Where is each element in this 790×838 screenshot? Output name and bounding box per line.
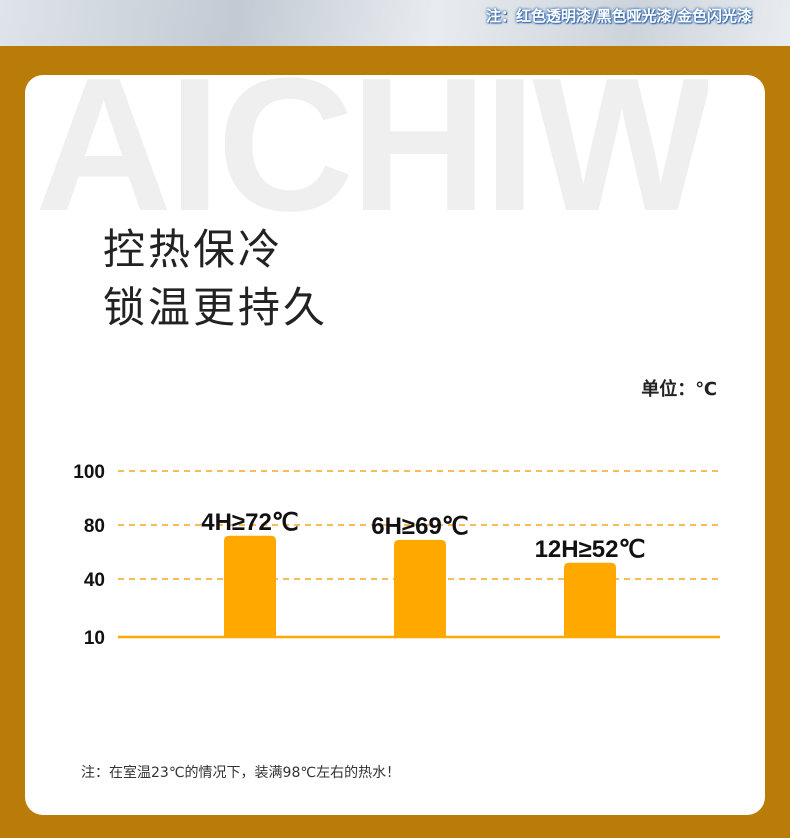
content-card: AICHIW 控热保冷 锁温更持久 单位：℃ 注：在室温23℃的情况下，装满98… bbox=[25, 75, 765, 815]
bar-data-label: 12H≥52℃ bbox=[535, 536, 646, 563]
bar-data-label: 6H≥69℃ bbox=[371, 513, 469, 540]
bar bbox=[564, 562, 616, 637]
y-tick-label: 10 bbox=[84, 628, 105, 649]
headline-line-1: 控热保冷 bbox=[103, 225, 284, 274]
bar bbox=[394, 539, 446, 637]
y-tick-label: 100 bbox=[73, 462, 105, 483]
color-options-note: 注：红色透明漆/黑色哑光漆/金色闪光漆 bbox=[486, 7, 752, 25]
y-tick-label: 80 bbox=[84, 516, 105, 537]
marble-banner: 注：红色透明漆/黑色哑光漆/金色闪光漆 bbox=[0, 0, 790, 46]
y-tick-label: 40 bbox=[84, 570, 105, 591]
unit-label: 单位：℃ bbox=[641, 379, 717, 400]
brand-watermark: AICHIW bbox=[35, 75, 708, 215]
headline-line-2: 锁温更持久 bbox=[103, 283, 329, 332]
bar bbox=[224, 535, 276, 637]
bar-data-label: 4H≥72℃ bbox=[201, 509, 299, 536]
footnote: 注：在室温23℃的情况下，装满98℃左右的热水！ bbox=[81, 765, 401, 781]
